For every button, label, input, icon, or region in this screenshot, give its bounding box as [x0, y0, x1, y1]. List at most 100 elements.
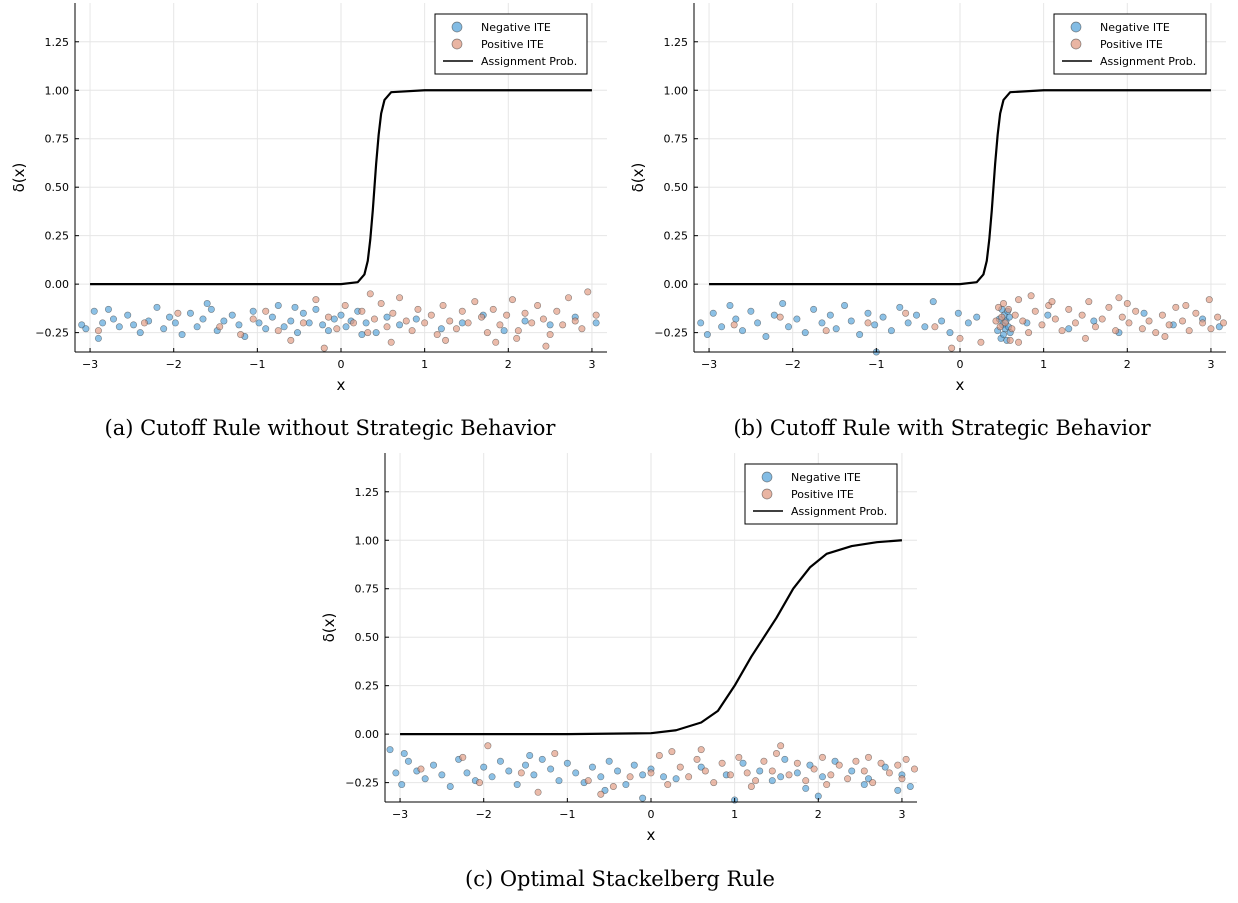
positive-ite-point	[998, 313, 1006, 321]
positive-ite-point	[546, 331, 554, 339]
negative-ite-point	[929, 298, 937, 306]
x-tick-label: −1	[249, 358, 265, 371]
legend-positive-ite-label: Positive ITE	[791, 488, 854, 501]
positive-ite-point	[827, 771, 835, 779]
negative-ite-point	[480, 763, 488, 771]
positive-ite-point	[414, 305, 422, 313]
legend-negative-ite-marker	[1070, 21, 1082, 33]
positive-ite-point	[478, 313, 486, 321]
x-tick-label: 3	[898, 808, 905, 821]
positive-ite-point	[427, 311, 435, 319]
axes: −3 −2 −1 0 1 2 3 −0.25 0.00 0.25 0.50 0.75 1.00 1.25 x…	[320, 453, 917, 844]
positive-ite-point	[341, 301, 349, 309]
negative-ite-point	[762, 332, 770, 340]
positive-ite-point	[776, 313, 784, 321]
positive-ite-point	[1051, 315, 1059, 323]
assignment-line	[709, 89, 1211, 286]
positive-ite-point	[1048, 298, 1056, 306]
axes: −3 −2 −1 0 1 2 3 −0.25 0.00 0.25 0.50 0.75 1.00 1.25 x…	[629, 3, 1226, 394]
positive-ite-point	[458, 307, 466, 315]
negative-ite-point	[90, 307, 98, 315]
positive-ite-point	[320, 344, 328, 352]
positive-ite-point	[701, 767, 709, 775]
legend-positive-ite-label: Positive ITE	[1100, 38, 1163, 51]
positive-ite-point	[1118, 313, 1126, 321]
negative-ite-point	[605, 757, 613, 765]
negative-ite-point	[904, 319, 912, 327]
positive-ite-point	[902, 755, 910, 763]
negative-ite-point	[1140, 309, 1148, 317]
negative-ite-point	[810, 305, 818, 313]
legend-positive-ite-label: Positive ITE	[481, 38, 544, 51]
negative-ite-point	[879, 313, 887, 321]
positive-ite-point	[1158, 311, 1166, 319]
negative-ite-point	[291, 303, 299, 311]
negative-ite-point	[871, 321, 879, 329]
positive-ite-point	[1199, 319, 1207, 327]
positive-ite-point	[894, 761, 902, 769]
positive-ite-point	[1123, 300, 1131, 308]
x-tick-label: 3	[1207, 358, 1214, 371]
positive-ite-point	[534, 301, 542, 309]
positive-ite-point	[823, 781, 831, 789]
positive-ite-point	[1185, 327, 1193, 335]
negative-ite-point	[274, 301, 282, 309]
positive-ite-point	[1015, 296, 1023, 304]
positive-ite-point	[1006, 336, 1014, 344]
positive-ite-point	[785, 771, 793, 779]
y-axis-label: δ(x)	[629, 163, 647, 193]
negative-ite-point	[383, 313, 391, 321]
positive-ite-point	[597, 790, 605, 798]
x-tick-label: 2	[1124, 358, 1131, 371]
negative-ite-point	[802, 784, 810, 792]
positive-ite-point	[299, 319, 307, 327]
negative-ite-point	[330, 315, 338, 323]
x-tick-label: −2	[785, 358, 801, 371]
negative-ite-point	[726, 301, 734, 309]
positive-ite-point	[584, 288, 592, 296]
negative-ite-point	[1065, 325, 1073, 333]
positive-ite-point	[626, 773, 634, 781]
negative-ite-point	[999, 331, 1007, 339]
negative-ite-point	[848, 767, 856, 775]
y-tick-label: 0.00	[355, 728, 380, 741]
y-tick-label: 1.25	[355, 486, 380, 499]
legend-negative-ite-label: Negative ITE	[791, 471, 861, 484]
positive-ite-point	[956, 334, 964, 342]
negative-ite-point	[793, 769, 801, 777]
negative-ite-point	[572, 769, 580, 777]
positive-ite-point	[364, 329, 372, 337]
positive-ite-point	[992, 317, 1000, 325]
positive-ite-point	[760, 757, 768, 765]
negative-ite-point	[597, 773, 605, 781]
positive-ite-point	[1071, 319, 1079, 327]
y-tick-label: 1.25	[45, 36, 70, 49]
negative-ite-point	[779, 300, 787, 308]
y-tick-label: 0.00	[664, 278, 689, 291]
positive-ite-point	[1125, 319, 1133, 327]
positive-ite-point	[358, 307, 366, 315]
negative-ite-point	[563, 759, 571, 767]
legend-assignment-prob-label: Assignment Prob.	[1100, 55, 1196, 68]
chart-a: −3 −2 −1 0 1 2 3 −0.25 0.00 0.25 0.50 0.75 1.00 1.25 x…	[10, 3, 607, 394]
negative-ite-point	[220, 317, 228, 325]
negative-ite-point	[362, 319, 370, 327]
positive-ite-point	[565, 294, 573, 302]
negative-ite-point	[262, 325, 270, 333]
positive-ite-point	[489, 305, 497, 313]
negative-ite-point	[555, 777, 563, 785]
positive-ite-point	[931, 323, 939, 331]
negative-ite-point	[255, 319, 263, 327]
positive-ite-point	[274, 327, 282, 335]
legend-negative-ite-marker	[761, 471, 773, 483]
negative-ite-point	[793, 315, 801, 323]
positive-ite-point	[693, 755, 701, 763]
y-tick-label: 1.00	[355, 534, 380, 547]
positive-ite-point	[402, 317, 410, 325]
y-tick-label: 0.25	[664, 230, 689, 243]
positive-ite-point	[735, 753, 743, 761]
positive-ite-point	[442, 336, 450, 344]
negative-ite-point	[115, 323, 123, 331]
x-tick-label: 1	[421, 358, 428, 371]
negative-ite-point	[847, 317, 855, 325]
